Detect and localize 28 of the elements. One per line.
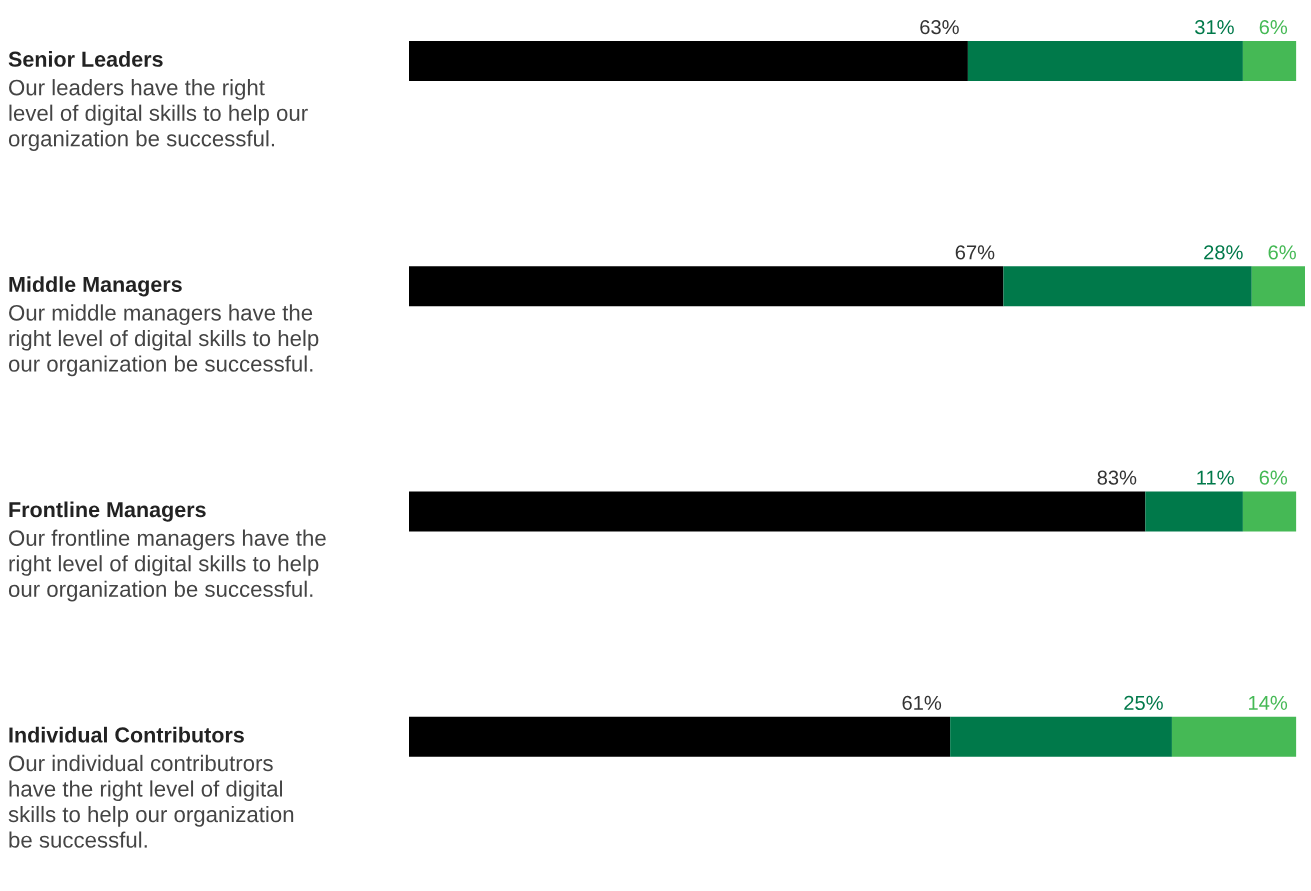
y-tick-label: Middle Managers Our middle managers have the right level of digital skills to help our organization be successful. [8, 276, 319, 377]
data-label: 31% [1195, 20, 1234, 35]
bar [967, 41, 1243, 82]
data-label: 11% [1197, 470, 1234, 485]
data-label: 14% [1249, 695, 1288, 710]
data-label: 28% [1204, 245, 1243, 260]
y-tick-label: Senior Leaders Our leaders have the right level of digital skills to help our organization be successful. [8, 51, 308, 151]
data-label: 25% [1124, 695, 1163, 711]
bar [950, 716, 1172, 757]
data-label: 6% [1268, 245, 1296, 260]
data-label: 63% [920, 20, 959, 35]
bar [1145, 491, 1243, 532]
bar [1003, 266, 1252, 307]
bar [1171, 716, 1297, 757]
y-tick-label: Individual Contributors Our individual contributrors have the right level of digital skills to help our organization be successful. [8, 726, 294, 848]
bar [1242, 491, 1297, 532]
bar [409, 716, 951, 757]
data-label: 6% [1259, 20, 1288, 35]
data-label: 61% [902, 695, 942, 711]
bar [409, 41, 968, 82]
data-label: 83% [1097, 470, 1137, 485]
bar [409, 491, 1146, 532]
y-tick-label: Frontline Managers Our frontline managers have the right level of digital skills to help our organization be successful. [8, 501, 326, 602]
data-label: 6% [1259, 470, 1288, 485]
bar [409, 266, 1004, 307]
bar [1242, 41, 1297, 82]
data-label: 67% [955, 245, 995, 260]
bar [1251, 266, 1305, 307]
